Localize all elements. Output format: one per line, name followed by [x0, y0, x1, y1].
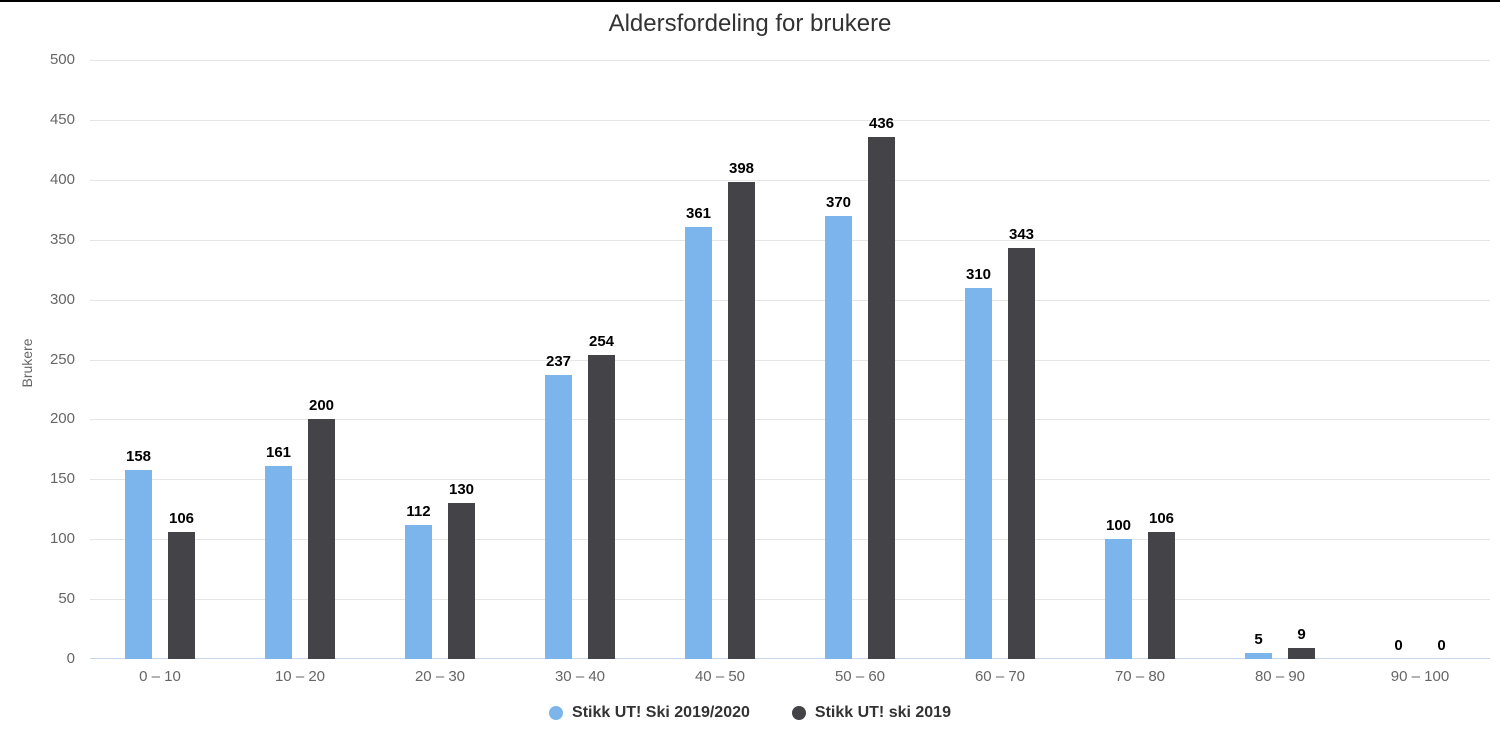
y-axis-tick-labels: 0 50 100 150 200 250 300 350 400 450 500 — [0, 0, 75, 750]
y-tick-label: 500 — [49, 51, 75, 68]
gridline — [90, 179, 1490, 181]
bar-series2-cat4[interactable] — [728, 182, 755, 659]
bar-series2-cat8[interactable] — [1288, 648, 1315, 659]
bar-series2-cat0[interactable] — [168, 532, 195, 659]
bar-value-label: 106 — [168, 510, 195, 528]
bar-value-label: 100 — [1105, 517, 1132, 535]
legend-item-series2[interactable]: Stikk UT! ski 2019 — [791, 704, 951, 722]
bar-series1-cat0[interactable] — [125, 469, 152, 659]
legend-marker-icon — [549, 706, 564, 720]
y-tick-label: 300 — [49, 290, 75, 308]
gridline — [90, 359, 1490, 361]
bar-value-label: 161 — [265, 444, 292, 462]
legend-item-series1[interactable]: Stikk UT! Ski 2019/2020 — [549, 704, 750, 722]
y-tick-label: 350 — [49, 230, 75, 248]
bar-value-label: 310 — [965, 265, 992, 283]
x-axis-label: 10 – 20 — [274, 668, 326, 685]
bar-series2-cat7[interactable] — [1148, 532, 1175, 659]
bar-series2-cat3[interactable] — [588, 354, 615, 659]
bar-value-label: 398 — [728, 160, 755, 178]
y-tick-label: 250 — [49, 350, 75, 368]
x-axis-label: 0 – 10 — [139, 668, 181, 685]
bar-value-label: 112 — [406, 502, 431, 520]
gridline — [90, 599, 1490, 601]
gridline — [90, 539, 1490, 541]
legend-marker-icon — [791, 706, 806, 720]
x-axis-category-labels: 0 – 10 10 – 20 20 – 30 30 – 40 40 – 50 50 – 6… — [90, 668, 1490, 692]
legend-item-label: Stikk UT! Ski 2019/2020 — [572, 704, 750, 721]
bar-value-label: 5 — [1254, 631, 1263, 649]
gridline — [90, 239, 1490, 241]
gridline — [90, 119, 1490, 121]
legend-item-label: Stikk UT! ski 2019 — [814, 704, 951, 721]
bar-series2-cat5[interactable] — [868, 136, 895, 659]
y-tick-label: 200 — [49, 410, 75, 428]
bar-series2-cat1[interactable] — [308, 419, 335, 659]
y-tick-label: 450 — [49, 110, 75, 128]
bar-value-label: 254 — [588, 332, 615, 350]
x-axis-label: 40 – 50 — [694, 668, 746, 685]
bar-value-label: 106 — [1148, 510, 1175, 528]
bar-series1-cat8[interactable] — [1245, 653, 1272, 659]
gridline — [90, 299, 1490, 301]
bar-series1-cat7[interactable] — [1105, 539, 1132, 659]
bar-value-label: 158 — [125, 447, 152, 465]
x-axis-label: 80 – 90 — [1254, 668, 1306, 685]
y-tick-label: 150 — [49, 470, 75, 488]
bar-series2-cat6[interactable] — [1008, 248, 1035, 659]
bar-value-label: 0 — [1437, 637, 1446, 654]
bar-value-label: 130 — [448, 481, 475, 499]
gridline — [90, 419, 1490, 421]
bar-value-label: 370 — [825, 193, 852, 211]
y-tick-label: 50 — [58, 590, 75, 608]
x-axis-line — [90, 658, 1490, 659]
bar-value-label: 237 — [545, 353, 572, 371]
top-border-line — [0, 0, 1500, 2]
bar-value-label: 343 — [1008, 226, 1035, 244]
bar-series1-cat6[interactable] — [965, 287, 992, 659]
bar-value-label: 436 — [868, 114, 895, 132]
y-tick-label: 100 — [49, 530, 75, 548]
x-axis-label: 20 – 30 — [414, 668, 466, 685]
bar-series1-cat1[interactable] — [265, 466, 292, 659]
bar-value-label: 361 — [685, 204, 712, 222]
bar-value-label: 9 — [1297, 626, 1306, 644]
gridline — [90, 479, 1490, 481]
bar-value-label: 200 — [308, 397, 335, 415]
bar-value-label: 0 — [1394, 637, 1403, 654]
gridline — [90, 60, 1490, 61]
x-axis-label: 50 – 60 — [834, 668, 886, 685]
x-axis-label: 60 – 70 — [974, 668, 1026, 685]
bar-series2-cat2[interactable] — [448, 503, 475, 659]
y-tick-label: 0 — [66, 650, 75, 667]
plot-area: 158 106 161 200 112 130 237 254 361 398 370 436 310 3… — [90, 60, 1490, 659]
chart-title: Aldersfordeling for brukere — [608, 10, 892, 37]
bar-series1-cat2[interactable] — [405, 524, 432, 659]
y-tick-label: 400 — [49, 170, 75, 188]
x-axis-label: 30 – 40 — [554, 668, 606, 685]
x-axis-label: 90 – 100 — [1390, 668, 1450, 685]
legend: Stikk UT! Ski 2019/2020 Stikk UT! ski 201… — [0, 704, 1500, 722]
bar-series1-cat5[interactable] — [825, 215, 852, 659]
x-axis-label: 70 – 80 — [1114, 668, 1166, 685]
bar-series1-cat3[interactable] — [545, 375, 572, 659]
bar-series1-cat4[interactable] — [685, 226, 712, 659]
